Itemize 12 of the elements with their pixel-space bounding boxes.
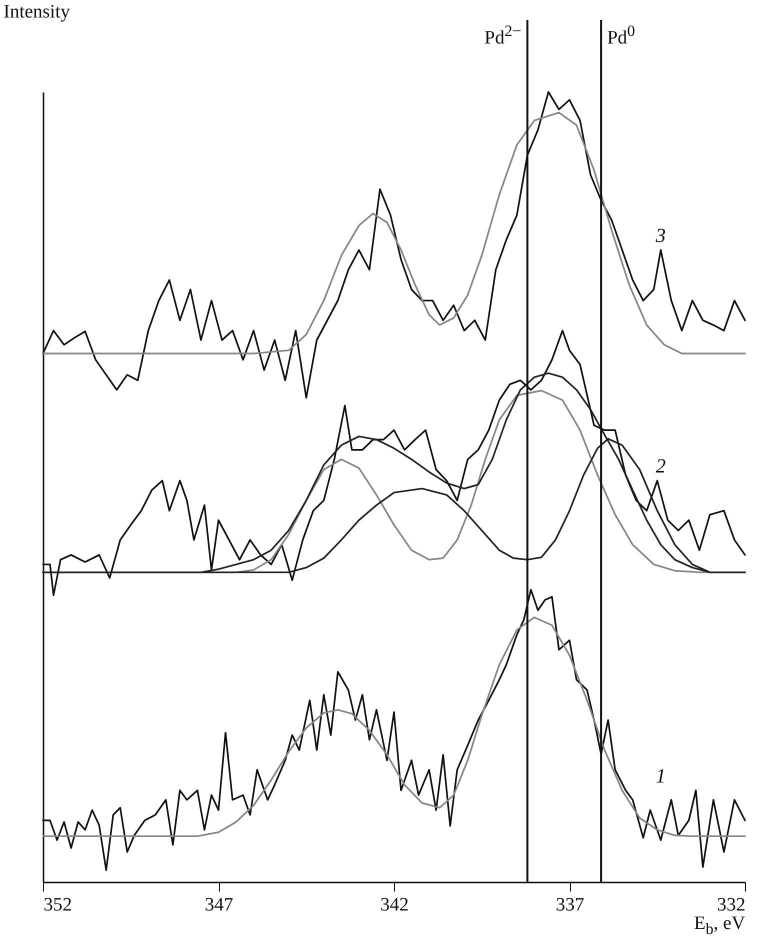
series-label: 1 — [656, 765, 666, 788]
x-tick-label: 332 — [717, 894, 746, 916]
series-label: 3 — [654, 225, 666, 247]
x-axis-title: E$_{b}$, eV — [694, 913, 746, 938]
y-axis-title: Intensity — [4, 2, 70, 22]
ref-line-label: Pd$^{2−}$ — [484, 23, 522, 48]
x-tick-label: 337 — [556, 894, 584, 916]
x-tick-label: 347 — [204, 894, 234, 916]
ref-line-label: Pd$^{0}$ — [607, 23, 636, 48]
x-tick-label: 352 — [44, 894, 72, 916]
x-tick-label: 342 — [380, 894, 409, 916]
series-label: 2 — [656, 456, 666, 478]
